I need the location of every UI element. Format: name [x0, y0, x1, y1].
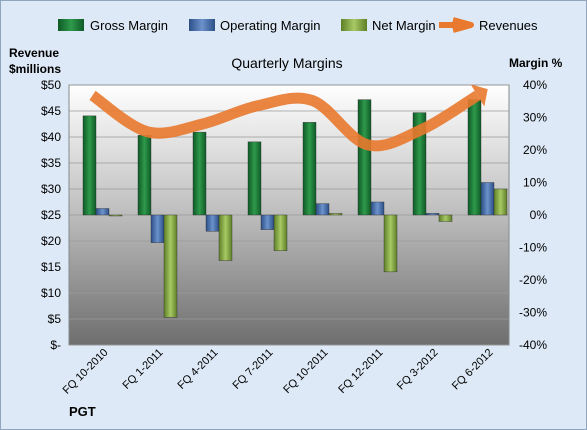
- net-margin-bar: [328, 213, 343, 216]
- gross-margin-bar: [467, 99, 482, 216]
- net-margin-bar: [383, 214, 398, 273]
- gross-margin-bar: [302, 122, 317, 216]
- left-tick-label: $5: [48, 312, 62, 326]
- left-tick-label: $25: [41, 208, 61, 222]
- legend-label-revenues: Revenues: [479, 18, 538, 33]
- category-labels: FQ 10-2010 FQ 1-2011 FQ 4-2011 FQ 7-2011 FQ …: [61, 347, 496, 397]
- category-label: FQ 10-2011: [281, 347, 330, 396]
- category-label: FQ 10-2010: [61, 347, 111, 397]
- operating-margin-bar: [480, 182, 495, 216]
- left-tick-labels: $- $5 $10 $15 $20 $25 $30 $35 $40 $45 $50: [41, 78, 61, 352]
- right-tick-label: 30%: [523, 111, 547, 125]
- operating-margin-bar: [150, 214, 165, 243]
- legend-swatch-gross-margin: [58, 19, 84, 31]
- category-label: FQ 4-2011: [176, 347, 221, 392]
- category-label: FQ 1-2011: [121, 347, 166, 392]
- operating-margin-bar: [95, 208, 110, 216]
- category-label: FQ 6-2012: [450, 347, 496, 393]
- category-label: FQ 12-2011: [336, 347, 385, 396]
- gross-margin-bar: [82, 115, 97, 216]
- operating-margin-bar: [205, 214, 220, 232]
- legend-label-net-margin: Net Margin: [372, 18, 436, 33]
- left-tick-label: $35: [41, 156, 61, 170]
- right-tick-labels: -40% -30% -20% -10% 0% 10% 20% 30% 40%: [519, 78, 547, 352]
- net-margin-bar: [218, 214, 233, 261]
- net-margin-bar: [438, 214, 453, 222]
- gross-margin-bar: [247, 141, 262, 216]
- revenues-arrowhead: [470, 84, 488, 107]
- left-tick-label: $20: [41, 234, 61, 248]
- net-margin-bar: [493, 188, 508, 216]
- gross-margin-bar: [137, 135, 152, 216]
- left-tick-label: $50: [41, 78, 61, 92]
- right-axis-label: Margin %: [509, 56, 563, 70]
- net-margin-bar: [108, 214, 123, 217]
- right-tick-label: 20%: [523, 143, 547, 157]
- right-tick-label: 0%: [530, 208, 548, 222]
- left-tick-label: $10: [41, 286, 61, 300]
- category-label: FQ 3-2012: [395, 347, 441, 393]
- left-tick-label: $15: [41, 260, 61, 274]
- revenues-line: [89, 90, 481, 152]
- right-tick-label: -40%: [519, 338, 547, 352]
- right-tick-label: 10%: [523, 176, 547, 190]
- net-margin-bar: [273, 214, 288, 251]
- right-tick-label: -10%: [519, 241, 547, 255]
- operating-margin-bar: [260, 214, 275, 230]
- company-label: PGT: [69, 404, 96, 419]
- legend-swatch-operating-margin: [189, 19, 215, 31]
- left-tick-label: $30: [41, 182, 61, 196]
- legend-label-gross-margin: Gross Margin: [90, 18, 168, 33]
- operating-margin-bar: [315, 203, 330, 216]
- operating-margin-bar: [370, 201, 385, 216]
- right-tick-label: -20%: [519, 273, 547, 287]
- legend-label-operating-margin: Operating Margin: [220, 18, 320, 33]
- category-label: FQ 7-2011: [231, 347, 276, 392]
- legend-swatch-revenues: [452, 17, 474, 33]
- legend-swatch-net-margin: [341, 19, 367, 31]
- gross-margin-bar: [192, 131, 207, 216]
- chart-title: Quarterly Margins: [231, 55, 342, 71]
- left-axis-label-line2: $millions: [9, 62, 61, 76]
- revenue-line-layer: [89, 84, 488, 152]
- left-tick-label: $-: [50, 338, 61, 352]
- left-tick-label: $45: [41, 104, 61, 118]
- left-tick-label: $40: [41, 130, 61, 144]
- left-axis-label-line1: Revenue: [9, 46, 59, 60]
- net-margin-bar: [163, 214, 178, 318]
- gross-margin-bar: [357, 99, 372, 216]
- right-tick-label: 40%: [523, 78, 547, 92]
- operating-margin-bar: [425, 213, 440, 216]
- legend: Gross Margin Operating Margin Net Margin…: [58, 17, 538, 33]
- right-tick-label: -30%: [519, 306, 547, 320]
